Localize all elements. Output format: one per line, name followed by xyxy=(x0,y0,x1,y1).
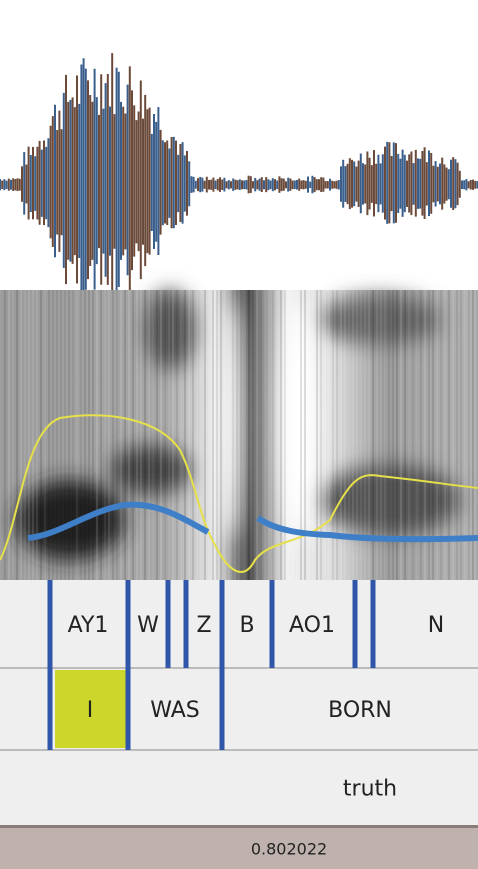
spectrogram-stripe xyxy=(152,290,154,580)
boundary xyxy=(220,668,225,750)
boundary xyxy=(48,668,53,750)
spectrogram-stripe xyxy=(140,290,142,580)
spectrogram-stripe xyxy=(128,290,130,580)
spectrogram-stripe xyxy=(252,290,254,580)
spectrogram-stripe xyxy=(4,290,6,580)
boundary xyxy=(184,580,189,668)
boundary xyxy=(48,580,53,668)
spectrogram-stripe xyxy=(280,290,282,580)
spectrogram-stripe xyxy=(192,290,194,580)
interval-label: BORN xyxy=(328,698,392,723)
status-bar-edge xyxy=(0,825,478,828)
spectrogram-stripe xyxy=(244,290,246,580)
spectrogram-stripe xyxy=(268,290,270,580)
spectrogram-stripe xyxy=(180,290,182,580)
time-readout: 0.802022 xyxy=(251,840,327,859)
spectrogram-stripe xyxy=(216,290,218,580)
spectrogram-stripe xyxy=(84,290,86,580)
spectrogram-stripe xyxy=(60,290,62,580)
spectrogram-stripe xyxy=(132,290,134,580)
spectrogram-stripe xyxy=(228,290,230,580)
spectrogram-stripe xyxy=(172,290,174,580)
spectrogram-stripe xyxy=(112,290,114,580)
spectrogram-stripe xyxy=(184,290,186,580)
spectrogram-stripe xyxy=(272,290,274,580)
spectrogram-stripe xyxy=(56,290,58,580)
boundary xyxy=(353,580,358,668)
spectrogram-stripe xyxy=(260,290,262,580)
spectrogram-stripe xyxy=(16,290,18,580)
spectrogram-stripe xyxy=(72,290,74,580)
spectrogram-stripe xyxy=(124,290,126,580)
spectrogram-stripe xyxy=(296,290,298,580)
spectrogram-stripe xyxy=(0,290,2,580)
spectrogram-stripe xyxy=(224,290,226,580)
spectrogram-stripe xyxy=(292,290,294,580)
interval-label: B xyxy=(239,613,254,638)
spectrogram-stripe xyxy=(108,290,110,580)
spectrogram-stripe xyxy=(100,290,102,580)
spectrogram-stripe xyxy=(240,290,242,580)
textgrid-editor: AY1 W Z B AO1 N I WAS BORN truth 0.802022 xyxy=(0,0,478,869)
spectrogram-stripe xyxy=(204,290,206,580)
boundary xyxy=(166,580,171,668)
spectrogram-stripe xyxy=(116,290,118,580)
spectrogram-stripe xyxy=(196,290,198,580)
spectrogram-stripe xyxy=(80,290,82,580)
spectrogram-stripe xyxy=(144,290,146,580)
boundary xyxy=(126,668,131,750)
spectrogram-stripe xyxy=(12,290,14,580)
spectrogram-stripe xyxy=(248,290,250,580)
spectrogram-stripe xyxy=(160,290,162,580)
spectrogram-stripe xyxy=(24,290,26,580)
spectrogram-stripe xyxy=(76,290,78,580)
boundary xyxy=(270,580,275,668)
spectrogram-stripe xyxy=(212,290,214,580)
boundary xyxy=(126,580,131,668)
spectrogram-stripe xyxy=(284,290,286,580)
interval-label: I xyxy=(87,698,94,723)
spectrogram-stripe xyxy=(188,290,190,580)
spectrogram-stripe xyxy=(168,290,170,580)
interval-label: truth xyxy=(343,777,397,802)
spectrogram-stripe xyxy=(104,290,106,580)
boundary xyxy=(220,580,225,668)
spectrogram-stripe xyxy=(264,290,266,580)
spectrogram-stripe xyxy=(176,290,178,580)
boundary xyxy=(371,580,376,668)
spectrogram-stripe xyxy=(68,290,70,580)
interval-label: AY1 xyxy=(68,613,109,638)
spectrogram-stripe xyxy=(232,290,234,580)
spectrogram-stripe xyxy=(120,290,122,580)
spectrogram-stripe xyxy=(20,290,22,580)
interval-label: W xyxy=(137,613,159,638)
spectrogram-stripe xyxy=(136,290,138,580)
spectrogram-stripe xyxy=(220,290,222,580)
interval-label: N xyxy=(428,613,444,638)
spectrogram-stripe xyxy=(256,290,258,580)
spectrogram-stripe xyxy=(236,290,238,580)
spectrogram-stripe xyxy=(148,290,150,580)
spectrogram-stripe xyxy=(200,290,202,580)
spectrogram-stripe xyxy=(96,290,98,580)
spectrogram-stripe xyxy=(92,290,94,580)
spectrogram-stripe xyxy=(156,290,158,580)
spectrogram-stripe xyxy=(64,290,66,580)
spectrogram-stripe xyxy=(52,290,54,580)
interval-label: AO1 xyxy=(289,613,335,638)
page: AY1WZBAO1NIWASBORNtruth 0.802022 (() => … xyxy=(0,0,478,869)
interval-label: Z xyxy=(196,613,211,638)
spectrogram-stripe xyxy=(288,290,290,580)
interval-label: WAS xyxy=(150,698,200,723)
status-bar xyxy=(0,825,478,869)
spectrogram-stripe xyxy=(276,290,278,580)
spectrogram-stripe xyxy=(88,290,90,580)
